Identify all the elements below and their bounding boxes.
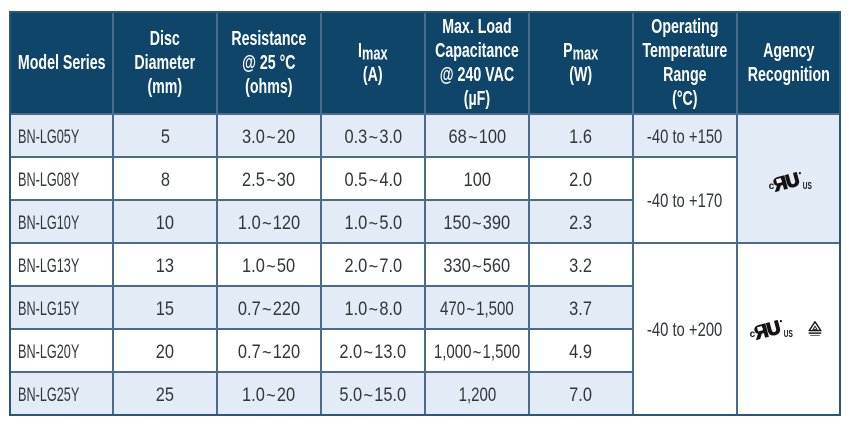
svg-text:c: c	[769, 180, 775, 192]
svg-text:c: c	[749, 328, 755, 340]
svg-text:U: U	[764, 318, 782, 340]
svg-text:U: U	[783, 170, 801, 192]
svg-text:US: US	[783, 328, 792, 340]
svg-text:US: US	[803, 180, 812, 192]
